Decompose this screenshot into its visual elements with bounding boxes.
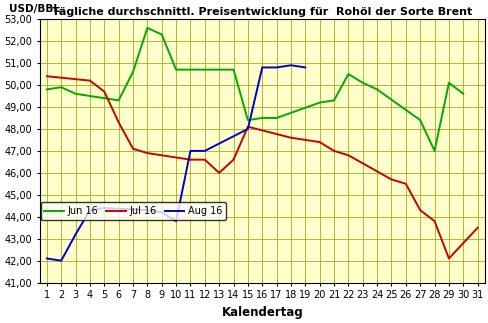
Aug 16 <box>173 219 179 223</box>
Jul 16 <box>230 158 236 162</box>
Jun 16 <box>431 149 437 153</box>
Jul 16 <box>316 140 322 144</box>
Jul 16 <box>144 151 150 155</box>
Jun 16 <box>216 68 222 72</box>
Jul 16 <box>87 79 93 83</box>
Jul 16 <box>130 147 136 151</box>
Aug 16 <box>302 66 307 69</box>
Jun 16 <box>159 33 164 36</box>
Jul 16 <box>416 208 422 212</box>
Jun 16 <box>345 72 350 76</box>
Jun 16 <box>130 70 136 74</box>
Line: Jun 16: Jun 16 <box>47 28 462 151</box>
Aug 16 <box>101 206 107 210</box>
Aug 16 <box>259 66 264 69</box>
Jun 16 <box>416 118 422 122</box>
Jun 16 <box>73 92 79 96</box>
Jul 16 <box>330 149 336 153</box>
Text: USD/BBL: USD/BBL <box>8 4 60 14</box>
Jul 16 <box>302 138 307 142</box>
Jul 16 <box>474 226 480 230</box>
Aug 16 <box>202 149 207 153</box>
Jun 16 <box>259 116 264 120</box>
Jul 16 <box>431 219 437 223</box>
Jul 16 <box>345 153 350 157</box>
Jul 16 <box>287 136 293 140</box>
Aug 16 <box>44 256 50 260</box>
Aug 16 <box>159 211 164 214</box>
Jun 16 <box>459 92 465 96</box>
Jun 16 <box>116 99 122 102</box>
Jun 16 <box>316 101 322 105</box>
Jun 16 <box>244 118 250 122</box>
Legend: Jun 16, Jul 16, Aug 16: Jun 16, Jul 16, Aug 16 <box>41 202 226 220</box>
Aug 16 <box>187 149 193 153</box>
X-axis label: Kalendertag: Kalendertag <box>221 306 303 319</box>
Aug 16 <box>244 127 250 131</box>
Jun 16 <box>44 88 50 91</box>
Jul 16 <box>202 158 207 162</box>
Jul 16 <box>445 256 451 260</box>
Line: Aug 16: Aug 16 <box>47 65 305 261</box>
Jun 16 <box>173 68 179 72</box>
Jul 16 <box>187 158 193 162</box>
Aug 16 <box>87 208 93 212</box>
Jul 16 <box>44 74 50 78</box>
Jul 16 <box>388 178 394 182</box>
Aug 16 <box>58 259 64 263</box>
Jul 16 <box>101 90 107 94</box>
Aug 16 <box>287 63 293 67</box>
Jun 16 <box>359 81 365 85</box>
Jun 16 <box>273 116 279 120</box>
Aug 16 <box>144 208 150 212</box>
Jun 16 <box>144 26 150 30</box>
Jul 16 <box>116 120 122 124</box>
Jun 16 <box>445 81 451 85</box>
Jul 16 <box>402 182 408 186</box>
Jun 16 <box>58 85 64 89</box>
Jun 16 <box>330 99 336 102</box>
Aug 16 <box>273 66 279 69</box>
Line: Jul 16: Jul 16 <box>47 76 477 258</box>
Jul 16 <box>244 125 250 129</box>
Title: Tägliche durchschnittl. Preisentwicklung für  Rohöl der Sorte Brent: Tägliche durchschnittl. Preisentwicklung… <box>52 7 471 17</box>
Aug 16 <box>73 232 79 236</box>
Jul 16 <box>216 171 222 175</box>
Jun 16 <box>373 88 379 91</box>
Jun 16 <box>230 68 236 72</box>
